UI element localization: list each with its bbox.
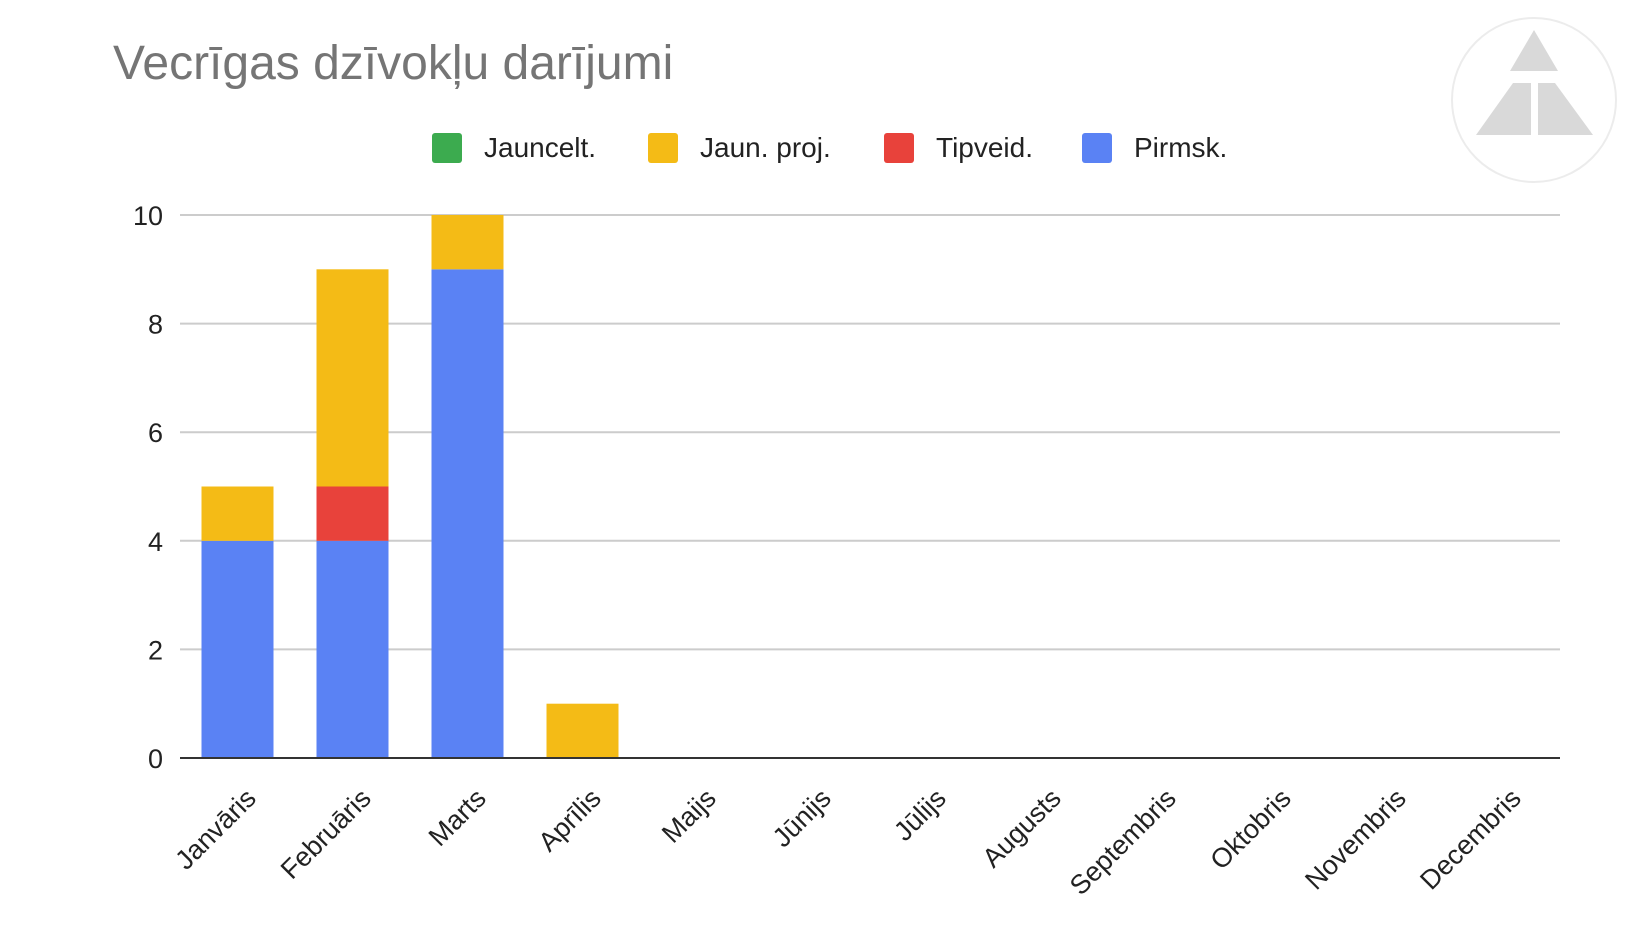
legend-swatch-pirmsk <box>1082 133 1112 163</box>
legend-swatch-tipveid <box>884 133 914 163</box>
triangle-logo-icon <box>1451 17 1617 183</box>
legend-label-tipveid: Tipveid. <box>936 132 1034 163</box>
bar-janvaris-pirmsk <box>201 540 274 758</box>
legend-item-jauncelt: Jauncelt. <box>432 128 596 168</box>
x-tick-label-novembris: Novembris <box>1299 783 1411 895</box>
y-tick-label-8: 8 <box>148 310 163 340</box>
bar-februaris-tipveid <box>316 486 389 541</box>
legend-item-pirmsk: Pirmsk. <box>1082 128 1227 168</box>
x-tick-label-maijs: Maijs <box>656 783 722 849</box>
x-tick-label-julijs: Jūlijs <box>888 783 952 847</box>
y-tick-label-2: 2 <box>148 635 163 665</box>
legend-swatch-jaun-proj <box>648 133 678 163</box>
gridlines <box>180 214 1560 651</box>
bar-janvaris-jaun-proj <box>201 486 274 541</box>
y-axis-ticks: 0 2 4 6 8 10 <box>133 201 163 774</box>
x-tick-label-junijs: Jūnijs <box>767 783 837 853</box>
bar-februaris-pirmsk <box>316 540 389 758</box>
x-tick-label-oktobris: Oktobris <box>1204 783 1296 875</box>
bar-februaris-jaun-proj <box>316 269 389 487</box>
x-tick-label-decembris: Decembris <box>1414 783 1526 895</box>
bar-marts-jaun-proj <box>431 215 504 270</box>
legend-swatch-jauncelt <box>432 133 462 163</box>
x-tick-label-augusts: Augusts <box>977 783 1067 873</box>
bar-aprilis-jaun-proj <box>546 703 619 758</box>
legend-item-tipveid: Tipveid. <box>884 128 1033 168</box>
legend-label-jaun-proj: Jaun. proj. <box>700 132 831 163</box>
x-tick-label-septembris: Septembris <box>1064 783 1182 901</box>
bars <box>201 215 619 758</box>
x-tick-label-janvaris: Janvāris <box>169 783 261 875</box>
y-tick-label-4: 4 <box>148 527 163 557</box>
x-axis-ticks: Janvāris Februāris Marts Aprīlis Maijs Jūnijs… <box>169 783 1526 901</box>
y-tick-label-6: 6 <box>148 418 163 448</box>
y-tick-label-0: 0 <box>148 744 163 774</box>
x-tick-label-aprilis: Aprīlis <box>532 783 606 857</box>
legend-label-pirmsk: Pirmsk. <box>1134 132 1228 163</box>
x-tick-label-februaris: Februāris <box>275 783 377 885</box>
legend-label-jauncelt: Jauncelt. <box>484 132 597 163</box>
bar-marts-pirmsk <box>431 269 504 758</box>
legend-item-jaun-proj: Jaun. proj. <box>648 128 831 168</box>
y-tick-label-10: 10 <box>133 201 163 231</box>
chart-title: Vecrīgas dzīvokļu darījumi <box>113 37 674 90</box>
x-tick-label-marts: Marts <box>423 783 492 852</box>
legend: Jauncelt. Jaun. proj. Tipveid. Pirmsk. <box>0 128 1639 168</box>
